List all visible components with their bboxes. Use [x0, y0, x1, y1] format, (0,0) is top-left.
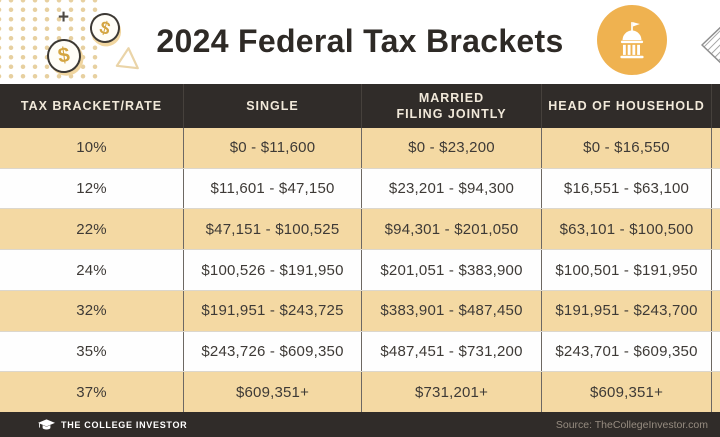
brand-name: THE COLLEGE INVESTOR [61, 419, 188, 430]
table-edge-sliver [711, 209, 720, 250]
single-cell: $191,951 - $243,725 [183, 290, 361, 331]
household-cell: $243,701 - $609,350 [541, 331, 711, 372]
married-cell: $487,451 - $731,200 [361, 331, 541, 372]
table-edge-sliver [711, 84, 720, 128]
married-cell: $23,201 - $94,300 [361, 168, 541, 209]
plus-icon: + [58, 7, 70, 28]
dot-pattern-decoration [0, 0, 100, 82]
column-header-married-jointly: MARRIED FILING JOINTLY [361, 84, 541, 128]
capitol-building-icon [620, 22, 644, 59]
table-edge-sliver [711, 290, 720, 331]
hatched-triangle-decoration [701, 26, 720, 64]
single-cell: $11,601 - $47,150 [183, 168, 361, 209]
table-body: 10% $0 - $11,600 $0 - $23,200 $0 - $16,5… [0, 128, 720, 413]
table-edge-sliver [711, 128, 720, 168]
rate-cell: 35% [76, 342, 107, 360]
rate-cell: 10% [76, 139, 107, 157]
graduation-cap-icon [38, 418, 55, 430]
rate-cell: 12% [76, 180, 107, 198]
rate-cell: 24% [76, 261, 107, 279]
table-edge-sliver [711, 168, 720, 209]
column-header-single: SINGLE [183, 84, 361, 128]
page-title: 2024 Federal Tax Brackets [156, 22, 564, 59]
source-attribution: Source: TheCollegeInvestor.com [555, 418, 708, 431]
title-band: + $ $ 2024 Federal Tax Brackets [0, 0, 720, 84]
dollar-sign: $ [56, 43, 72, 68]
household-cell: $609,351+ [541, 372, 711, 413]
table-edge-sliver [711, 372, 720, 413]
married-cell: $731,201+ [361, 372, 541, 413]
single-cell: $47,151 - $100,525 [183, 209, 361, 250]
household-cell: $191,951 - $243,700 [541, 290, 711, 331]
table-row: 32% $191,951 - $243,725 $383,901 - $487,… [0, 289, 720, 331]
married-cell: $201,051 - $383,900 [361, 250, 541, 290]
table-edge-sliver [711, 331, 720, 372]
table-row: 37% $609,351+ $731,201+ $609,351+ [0, 371, 720, 413]
household-cell: $0 - $16,550 [541, 128, 711, 168]
rate-cell: 32% [76, 302, 107, 320]
rate-cell: 37% [76, 383, 107, 401]
table-row: 10% $0 - $11,600 $0 - $23,200 $0 - $16,5… [0, 128, 720, 168]
table-row: 22% $47,151 - $100,525 $94,301 - $201,05… [0, 208, 720, 250]
married-cell: $383,901 - $487,450 [361, 290, 541, 331]
table-row: 24% $100,526 - $191,950 $201,051 - $383,… [0, 249, 720, 290]
household-cell: $100,501 - $191,950 [541, 250, 711, 290]
column-header-head-of-household: HEAD OF HOUSEHOLD [541, 84, 711, 128]
capitol-badge [597, 5, 667, 75]
household-cell: $63,101 - $100,500 [541, 209, 711, 250]
brand-logo: THE COLLEGE INVESTOR [38, 418, 188, 431]
married-cell: $94,301 - $201,050 [361, 209, 541, 250]
single-cell: $609,351+ [183, 372, 361, 413]
table-column-header-row: TAX BRACKET/RATE SINGLE MARRIED FILING J… [0, 84, 720, 128]
table-row: 12% $11,601 - $47,150 $23,201 - $94,300 … [0, 167, 720, 209]
table-edge-sliver [711, 250, 720, 290]
triangle-outline-decoration [115, 47, 139, 70]
dollar-sign: $ [97, 16, 113, 39]
table-row: 35% $243,726 - $609,350 $487,451 - $731,… [0, 330, 720, 372]
rate-cell: 22% [76, 220, 107, 238]
single-cell: $0 - $11,600 [183, 128, 361, 168]
column-header-rate: TAX BRACKET/RATE [20, 98, 163, 113]
single-cell: $243,726 - $609,350 [183, 331, 361, 372]
footer-bar: THE COLLEGE INVESTOR Source: TheCollegeI… [0, 412, 720, 437]
married-cell: $0 - $23,200 [361, 128, 541, 168]
household-cell: $16,551 - $63,100 [541, 168, 711, 209]
single-cell: $100,526 - $191,950 [183, 250, 361, 290]
